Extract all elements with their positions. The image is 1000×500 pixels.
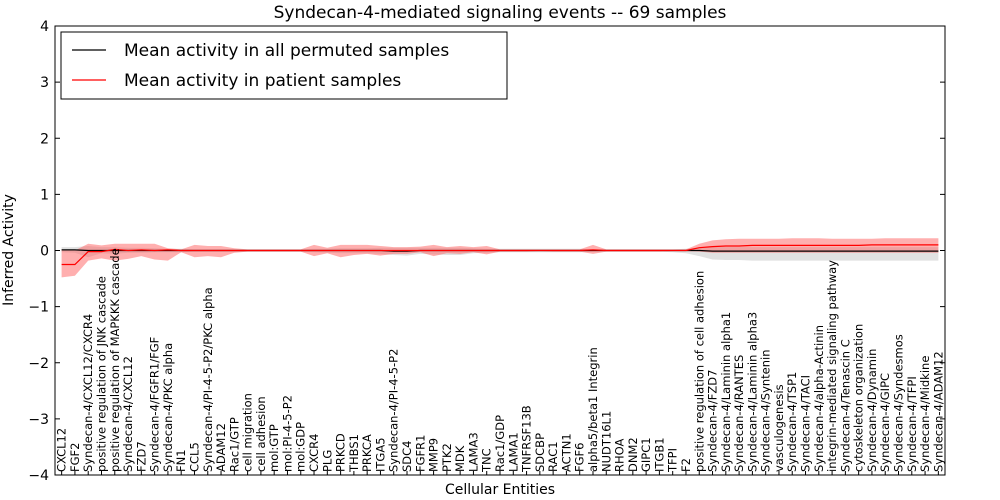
entity-label: alpha5/beta1 Integrin bbox=[586, 347, 600, 472]
entity-label: Syndecan-4/CXCL12 bbox=[121, 356, 135, 472]
entity-label: ADAM12 bbox=[214, 423, 228, 472]
entity-label: Syndecan-4/PI-4-5-P2/PKC alpha bbox=[201, 287, 215, 472]
entity-label: RHOA bbox=[613, 439, 627, 472]
entity-label: PRKCA bbox=[360, 434, 374, 472]
entity-label: Syndecan-4/TACI bbox=[799, 375, 813, 472]
chart-title: Syndecan-4-mediated signaling events -- … bbox=[274, 3, 727, 23]
entity-label: Syndecan-4/Syntenin bbox=[759, 349, 773, 472]
entity-label: mol:PI-4-5-P2 bbox=[281, 395, 295, 472]
entity-label: TNC bbox=[480, 448, 494, 473]
entity-label: MDK bbox=[453, 445, 467, 472]
entity-label: cytoskeleton organization bbox=[852, 324, 866, 472]
y-tick-label: 3 bbox=[40, 75, 49, 91]
entity-label: Syndecan-4/GIPC bbox=[878, 373, 892, 472]
entity-label: NUDT16L1 bbox=[599, 411, 613, 472]
band-series-1 bbox=[61, 238, 939, 278]
legend-label-patient: Mean activity in patient samples bbox=[124, 71, 401, 91]
confidence-bands bbox=[61, 238, 939, 278]
entity-label: SDC4 bbox=[400, 440, 414, 472]
entity-label: MMP9 bbox=[427, 438, 441, 472]
entity-label: PTK2 bbox=[440, 443, 454, 472]
entity-label: Syndecan-4/Laminin alpha1 bbox=[719, 312, 733, 472]
y-tick-label: −3 bbox=[28, 412, 49, 428]
entity-label: Rac1/GDP bbox=[493, 415, 507, 472]
entity-label: Syndecan-4/Laminin alpha3 bbox=[745, 312, 759, 472]
legend: Mean activity in all permuted samples Me… bbox=[60, 31, 508, 100]
entity-label: GIPC1 bbox=[639, 437, 653, 472]
y-tick-label: 4 bbox=[40, 19, 49, 35]
entity-label: cell adhesion bbox=[254, 396, 268, 472]
entity-label: FN1 bbox=[174, 449, 188, 472]
entity-label: LAMA3 bbox=[466, 432, 480, 472]
y-tick-label: −2 bbox=[28, 356, 49, 372]
entity-label: CXCL12 bbox=[55, 428, 69, 472]
y-tick-label: 1 bbox=[40, 187, 49, 203]
entity-label: PLG bbox=[320, 450, 334, 472]
entity-label: FZD7 bbox=[134, 441, 148, 472]
entity-label: TNFRSF13B bbox=[520, 405, 534, 473]
y-axis-title: Inferred Activity bbox=[1, 194, 17, 306]
entity-label: ACTN1 bbox=[559, 433, 573, 472]
y-tick-label: 0 bbox=[40, 244, 49, 260]
entity-label: positive regulation of MAPKKK cascade bbox=[108, 248, 122, 472]
entity-label: TFPI bbox=[666, 448, 680, 473]
entity-label: Syndecan-4/Syndesmos bbox=[892, 334, 906, 472]
entity-label: Syndecan-4/Dynamin bbox=[865, 349, 879, 472]
entity-label: Syndecan-4/PI-4-5-P2 bbox=[387, 349, 401, 472]
entity-label: mol:GDP bbox=[294, 422, 308, 472]
y-axis: 4 3 2 1 0 −1 −2 −3 −4 bbox=[28, 19, 945, 484]
entity-label: CXCR4 bbox=[307, 434, 321, 472]
entity-label: RAC1 bbox=[546, 441, 560, 472]
y-tick-label: 2 bbox=[40, 131, 49, 147]
y-tick-label: −1 bbox=[28, 300, 49, 316]
entity-label: mol:GTP bbox=[267, 424, 281, 472]
entity-label: vasculogenesis bbox=[772, 384, 786, 472]
plot-frame bbox=[54, 25, 946, 476]
entity-label: FGFR1 bbox=[413, 435, 427, 472]
entity-label: cell migration bbox=[241, 393, 255, 472]
entity-label: integrin-mediated signaling pathway bbox=[825, 260, 839, 472]
entity-label: Syndecan-4/Midkine bbox=[918, 356, 932, 472]
entity-label: FGF6 bbox=[573, 443, 587, 472]
entity-label: SDCBP bbox=[533, 433, 547, 472]
entity-label: Syndecan-4/TFPI bbox=[905, 376, 919, 472]
entity-label: FGF2 bbox=[68, 443, 82, 472]
entity-label: Syndecan-4/FGFR1/FGF bbox=[148, 337, 162, 472]
series-lines bbox=[61, 244, 939, 266]
legend-label-permuted: Mean activity in all permuted samples bbox=[124, 41, 449, 61]
entity-label: CCL5 bbox=[188, 442, 202, 472]
entity-label: DNM2 bbox=[626, 437, 640, 472]
entity-label: Syndecan-4/FZD7 bbox=[706, 370, 720, 472]
line-series-1 bbox=[61, 244, 939, 266]
entity-label: Syndecan-4/TSP1 bbox=[785, 372, 799, 472]
entity-label: F2 bbox=[679, 458, 693, 472]
entity-label: LAMA1 bbox=[506, 432, 520, 472]
entity-label: Syndecan-4/CXCL12/CXCR4 bbox=[81, 314, 95, 472]
entity-label: Rac1/GTP bbox=[227, 417, 241, 472]
entity-label: ITGA5 bbox=[373, 437, 387, 472]
entity-label: Syndecan-4/PKC alpha bbox=[161, 343, 175, 472]
entity-label: positive regulation of JNK cascade bbox=[95, 276, 109, 472]
x-axis: CXCL12 FGF2 Syndecan-4/CXCL12/CXCR4 positiv… bbox=[55, 248, 945, 475]
entity-label: Syndecan-4/ADAM12 bbox=[931, 351, 945, 472]
y-tick-label: −4 bbox=[28, 468, 49, 484]
entity-label: THBS1 bbox=[347, 434, 361, 473]
entity-label: ITGB1 bbox=[652, 437, 666, 472]
entity-label: PRKCD bbox=[334, 433, 348, 472]
x-axis-title: Cellular Entities bbox=[445, 482, 555, 498]
entity-label: Syndecan-4/RANTES bbox=[732, 355, 746, 472]
entity-label: Syndecan-4/alpha-Actinin bbox=[812, 325, 826, 472]
entity-label: Syndecan-4/Tenascin C bbox=[838, 339, 852, 472]
entity-label: positive regulation of cell adhesion bbox=[692, 271, 706, 472]
legend-box bbox=[60, 31, 508, 100]
